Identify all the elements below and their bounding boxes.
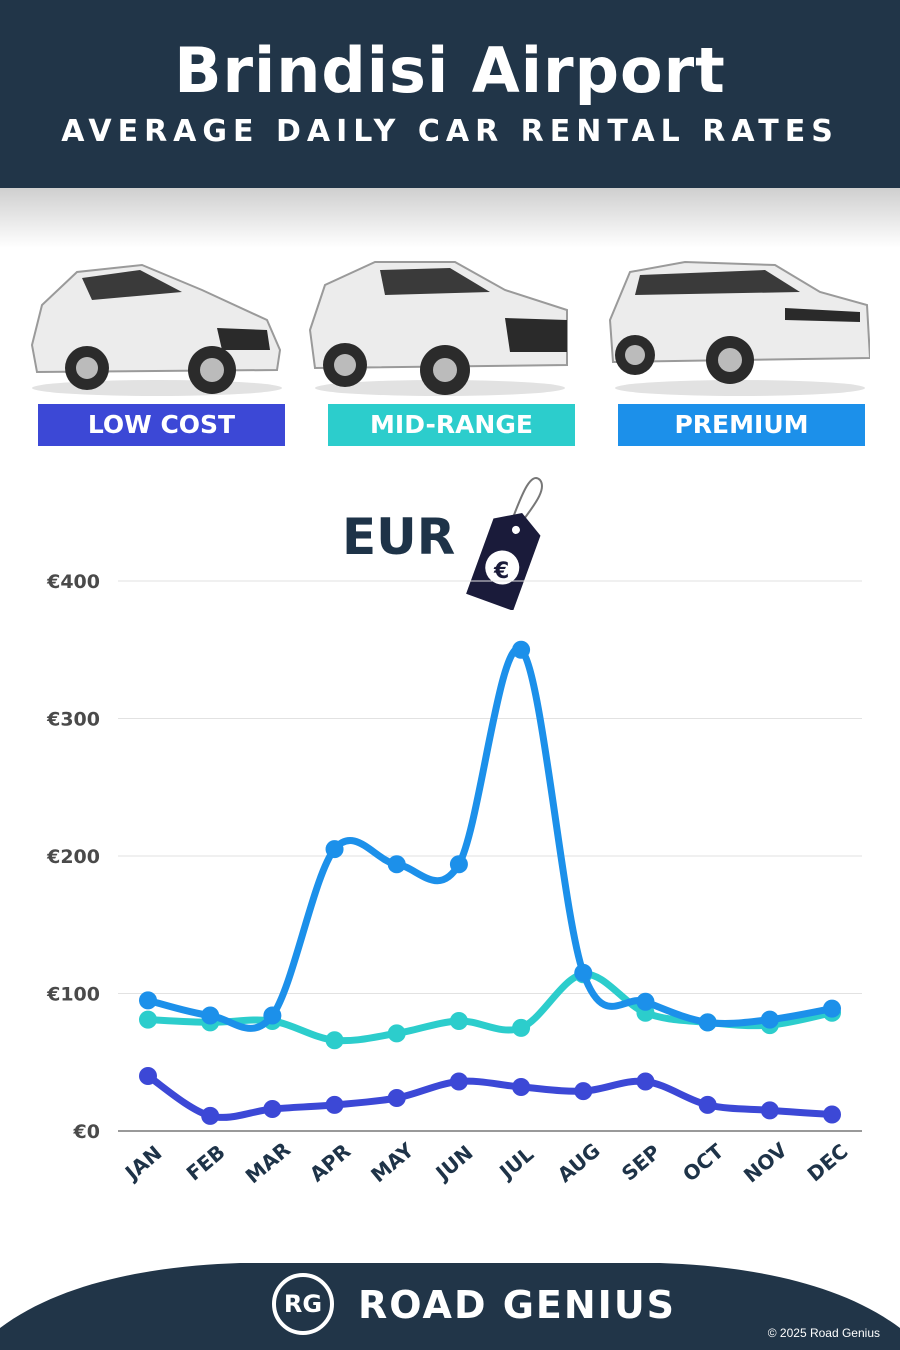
- premium-suv-car-image: [605, 250, 870, 400]
- page-subtitle: AVERAGE DAILY CAR RENTAL RATES: [61, 114, 839, 149]
- x-tick-label: NOV: [739, 1137, 792, 1187]
- data-point-mid-range: [449, 1012, 468, 1030]
- data-point-mid-range: [325, 1031, 344, 1050]
- data-point-premium: [636, 992, 655, 1011]
- data-point-low-cost: [823, 1105, 841, 1124]
- y-tick-label: €0: [73, 1121, 100, 1143]
- data-point-premium: [698, 1013, 717, 1032]
- data-point-low-cost: [698, 1095, 717, 1114]
- data-point-low-cost: [636, 1072, 655, 1091]
- data-point-low-cost: [760, 1101, 779, 1120]
- page-title: Brindisi Airport: [174, 34, 726, 107]
- road-genius-logo: RG: [272, 1273, 334, 1335]
- data-point-low-cost: [449, 1072, 468, 1091]
- x-tick-label: JUN: [430, 1140, 478, 1186]
- data-point-low-cost: [574, 1082, 593, 1101]
- x-tick-label: MAY: [366, 1138, 419, 1188]
- copyright-text: © 2025 Road Genius: [767, 1326, 880, 1340]
- brand-name: ROAD GENIUS: [358, 1283, 677, 1327]
- euro-symbol: €: [493, 559, 509, 584]
- data-point-low-cost: [387, 1089, 406, 1107]
- x-tick-label: OCT: [678, 1139, 728, 1187]
- x-tick-label: JUL: [493, 1142, 538, 1185]
- suv-car-image: [305, 250, 570, 400]
- data-point-low-cost: [325, 1095, 344, 1114]
- x-tick-label: AUG: [553, 1138, 605, 1187]
- data-point-mid-range: [512, 1018, 531, 1037]
- series-line-low-cost: [144, 1072, 836, 1121]
- data-point-low-cost: [139, 1067, 157, 1085]
- data-point-mid-range: [139, 1010, 157, 1029]
- price-tag-icon: €: [466, 477, 543, 610]
- x-tick-label: FEB: [182, 1140, 230, 1186]
- data-point-premium: [325, 840, 344, 859]
- x-tick-label: DEC: [803, 1139, 853, 1186]
- x-tick-label: SEP: [617, 1140, 665, 1186]
- data-point-premium: [139, 991, 157, 1010]
- series-line-premium: [144, 645, 836, 1032]
- data-point-premium: [449, 855, 468, 874]
- header-shadow: [0, 188, 900, 248]
- footer-banner: [0, 1258, 900, 1350]
- data-point-premium: [823, 999, 841, 1018]
- mid-range-label: MID-RANGE: [328, 404, 575, 446]
- y-tick-label: €400: [46, 571, 100, 593]
- data-point-mid-range: [387, 1024, 406, 1043]
- header-banner: Brindisi Airport AVERAGE DAILY CAR RENTA…: [0, 0, 900, 188]
- data-point-premium: [512, 640, 531, 659]
- data-point-premium: [574, 963, 593, 982]
- data-point-premium: [201, 1006, 220, 1025]
- data-point-low-cost: [512, 1078, 531, 1096]
- x-tick-label: MAR: [241, 1137, 295, 1188]
- low-cost-label: LOW COST: [38, 404, 285, 446]
- y-tick-label: €300: [46, 709, 100, 731]
- data-point-premium: [263, 1006, 282, 1025]
- data-point-premium: [387, 855, 406, 874]
- hatchback-car-image: [22, 250, 287, 400]
- data-point-low-cost: [263, 1100, 282, 1118]
- y-tick-label: €200: [46, 846, 100, 868]
- data-point-premium: [760, 1010, 779, 1029]
- currency-label: EUR: [342, 508, 456, 566]
- x-tick-label: JAN: [119, 1141, 166, 1186]
- premium-label: PREMIUM: [618, 404, 865, 446]
- data-point-low-cost: [201, 1106, 220, 1125]
- y-tick-label: €100: [46, 984, 100, 1006]
- rental-rates-line-chart: €0 €100 €200 €300 €400 JAN FEB MAR APR MAY JUN JUL A…: [46, 571, 862, 1188]
- x-tick-label: APR: [305, 1139, 355, 1187]
